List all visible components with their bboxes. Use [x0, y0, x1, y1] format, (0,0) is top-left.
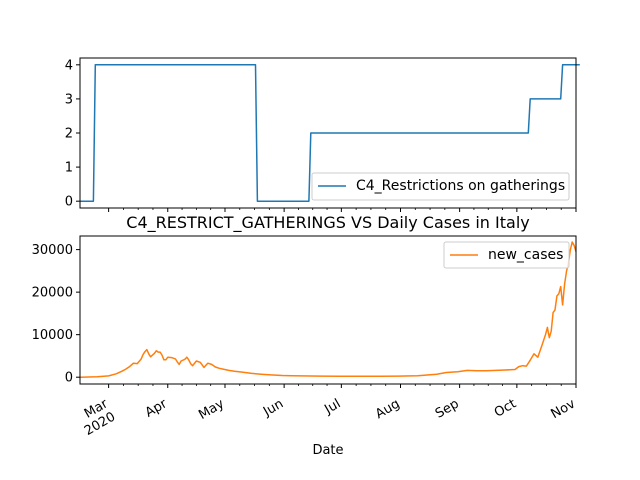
bottom-chart-title: C4_RESTRICT_GATHERINGS VS Daily Cases in… [126, 213, 529, 233]
top-y-axis: 0 1 2 3 4 [65, 58, 80, 210]
top-y-tick-label: 3 [65, 92, 73, 107]
top-series-line [80, 64, 580, 202]
bottom-legend: new_cases [443, 241, 570, 269]
top-y-tick-label: 4 [65, 58, 73, 73]
bottom-plot-area [79, 241, 577, 378]
bottom-legend-label: new_cases [488, 247, 563, 263]
top-y-tick-label: 0 [65, 195, 73, 210]
bottom-y-tick-label: 10000 [32, 328, 73, 343]
top-y-tick-label: 1 [65, 161, 73, 176]
bottom-legend-box [443, 241, 570, 269]
top-legend-box [311, 172, 570, 201]
bottom-y-tick-label: 20000 [32, 286, 73, 301]
x-axis-label: Date [312, 443, 343, 458]
bottom-series-line [79, 241, 577, 378]
top-x-axis [108, 208, 577, 212]
bottom-axes-frame [79, 235, 577, 385]
x-tick-label: Jul [321, 396, 343, 417]
top-y-tick-label: 2 [65, 127, 73, 142]
top-chart: 0 1 2 3 4 C4_Restrictions on gatherings [65, 57, 580, 212]
top-plot-area [80, 64, 580, 202]
bottom-y-axis: 0 10000 20000 30000 [32, 243, 80, 386]
bottom-y-tick-label: 0 [65, 371, 73, 386]
top-legend: C4_Restrictions on gatherings [311, 172, 570, 201]
top-legend-label: C4_Restrictions on gatherings [356, 178, 565, 194]
bottom-y-tick-label: 30000 [32, 243, 73, 258]
